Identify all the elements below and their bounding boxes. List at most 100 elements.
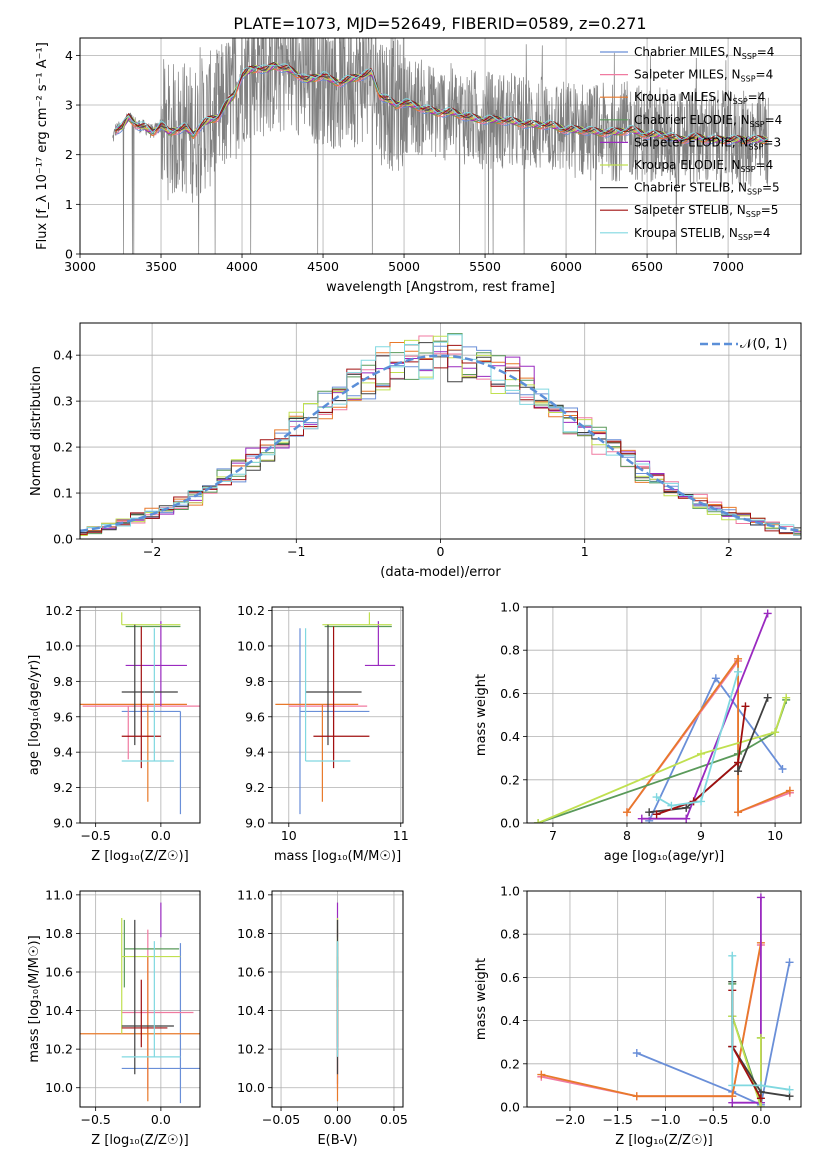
y-tick-label: 9.2 (245, 780, 265, 795)
legend-suffix: =4 (753, 226, 771, 240)
y-tick-label: 9.0 (53, 816, 73, 831)
point-marker (682, 814, 691, 823)
axes-frame (271, 890, 404, 1108)
x-tick-label: 0.0 (751, 1112, 771, 1127)
figure-title: PLATE=1073, MJD=52649, FIBERID=0589, z=0… (233, 14, 646, 33)
x-tick-label: 5500 (469, 259, 501, 274)
x-axis-label: Z [log₁₀(Z/Z☉)] (615, 1133, 712, 1148)
legend-subscript: SSP (741, 165, 756, 174)
y-tick-label: 10.0 (237, 638, 265, 653)
point-marker (734, 667, 743, 676)
point-marker (763, 609, 772, 618)
point-marker (697, 797, 706, 806)
point-marker (785, 958, 794, 967)
point-marker (734, 758, 743, 767)
legend-suffix: =5 (762, 181, 780, 195)
point-marker (756, 1094, 765, 1103)
mass-weight-line (656, 706, 747, 816)
y-tick-label: 2 (65, 147, 73, 162)
legend-subscript: SSP (748, 142, 763, 151)
x-tick-label: −2.0 (555, 1112, 585, 1127)
y-tick-label: 10.2 (45, 603, 73, 618)
model-line (115, 63, 768, 141)
y-tick-label: 10.8 (237, 926, 265, 941)
legend-label: Chabrier MILES, NSSP=4 (634, 45, 774, 61)
point-marker (682, 803, 691, 812)
x-tick-label: −0.05 (262, 1112, 300, 1127)
axes-frame (526, 890, 802, 1108)
point-marker (637, 814, 646, 823)
x-tick-label: −2 (143, 544, 161, 559)
model-line (115, 61, 768, 143)
y-tick-label: 9.4 (53, 745, 73, 760)
y-tick-label: 9.8 (53, 674, 73, 689)
y-tick-label: 10.0 (237, 1080, 265, 1095)
point-marker (728, 1098, 737, 1107)
y-tick-label: 10.8 (45, 926, 73, 941)
y-tick-label: 0 (65, 247, 73, 262)
y-tick-label: 0.6 (500, 970, 520, 985)
y-tick-label: 0.4 (53, 348, 73, 363)
point-marker (741, 702, 750, 711)
legend-label: Salpeter STELIB, NSSP=5 (634, 203, 778, 219)
legend-suffix: =5 (761, 203, 779, 217)
plot-area (80, 902, 200, 1104)
legend-label: Chabrier ELODIE, NSSP=4 (634, 113, 782, 129)
legend-label: Salpeter MILES, NSSP=4 (634, 68, 773, 84)
plot-area (80, 333, 801, 536)
panel-residuals: −2 −1 0 1 2 0.0 0.1 0.2 0.3 0.4 (data-model)/error… (29, 322, 802, 580)
y-axis-label: mass [log₁₀(M/M☉)] (27, 935, 42, 1062)
point-marker (728, 951, 737, 960)
legend-suffix: =4 (765, 113, 783, 127)
y-tick-label: 0.4 (500, 1013, 520, 1028)
legend-label: Salpeter ELODIE, NSSP=3 (634, 135, 781, 151)
legend-subscript: SSP (750, 120, 765, 129)
point-marker (771, 728, 780, 737)
x-tick-label: 3500 (145, 259, 177, 274)
y-tick-label: 11.0 (45, 887, 73, 902)
panel-spectrum: 3000 3500 4000 4500 5000 5500 6000 6500 7000 0 1 2 3… (35, 37, 802, 295)
y-tick-label: 10.2 (45, 1042, 73, 1057)
y-tick-label: 10.4 (45, 1003, 73, 1018)
y-tick-label: 0.0 (500, 816, 520, 831)
y-axis-label: mass weight (474, 674, 489, 756)
x-tick-label: 6000 (550, 259, 582, 274)
legend-suffix: =4 (757, 45, 775, 59)
point-marker (734, 767, 743, 776)
panel-age-vs-Z: −0.5 0.0 9.0 9.2 9.4 9.6 9.8 10.0 10.2 Z [log₁₀(Z… (27, 603, 201, 864)
x-axis-label: (data-model)/error (380, 565, 501, 580)
panel-mass-vs-EBV: −0.05 0.00 0.05 10.0 10.2 10.4 10.6 10.8 11.0 E(B… (237, 887, 408, 1148)
data-spectrum-line (112, 38, 769, 254)
x-tick-label: 6500 (631, 259, 663, 274)
point-marker (697, 749, 706, 758)
legend-subscript: SSP (746, 210, 761, 219)
y-tick-label: 9.6 (245, 709, 265, 724)
panel-massweight-vs-Z: −2.0 −1.5 −1.0 −0.5 0.0 0.0 0.2 0.4 0.6 0.8 1.0 Z [… (474, 884, 802, 1148)
axes-frame (79, 37, 802, 255)
legend-subscript: SSP (747, 188, 762, 197)
point-marker (756, 1033, 765, 1042)
mass-weight-line (636, 962, 791, 1107)
x-tick-label: 7 (549, 828, 557, 843)
y-tick-label: 10.0 (45, 1080, 73, 1095)
x-tick-label: 4000 (226, 259, 258, 274)
x-tick-label: 9 (697, 828, 705, 843)
y-tick-label: 9.8 (245, 674, 265, 689)
model-line (115, 62, 768, 142)
x-tick-label: 4500 (307, 259, 339, 274)
y-axis-label: Flux [f_λ 10⁻¹⁷ erg cm⁻² s⁻¹ A⁻¹] (35, 42, 50, 250)
x-tick-label: −0.5 (80, 828, 110, 843)
mass-weight-line (649, 697, 769, 814)
x-axis-label: E(B-V) (317, 1133, 357, 1148)
panel-mass-vs-Z: −0.5 0.0 10.0 10.2 10.4 10.6 10.8 11.0 Z [log₁₀(… (27, 887, 201, 1148)
legend-subscript: SSP (738, 233, 753, 242)
x-tick-label: 1 (581, 544, 589, 559)
point-marker (632, 1049, 641, 1057)
y-tick-label: 10.0 (45, 638, 73, 653)
plot-area (275, 612, 396, 815)
point-marker (652, 810, 661, 819)
plot-area (537, 893, 794, 1107)
point-marker (756, 893, 765, 902)
gaussian-curve (80, 354, 801, 533)
x-axis-label: wavelength [Angstrom, rest frame] (326, 280, 555, 295)
